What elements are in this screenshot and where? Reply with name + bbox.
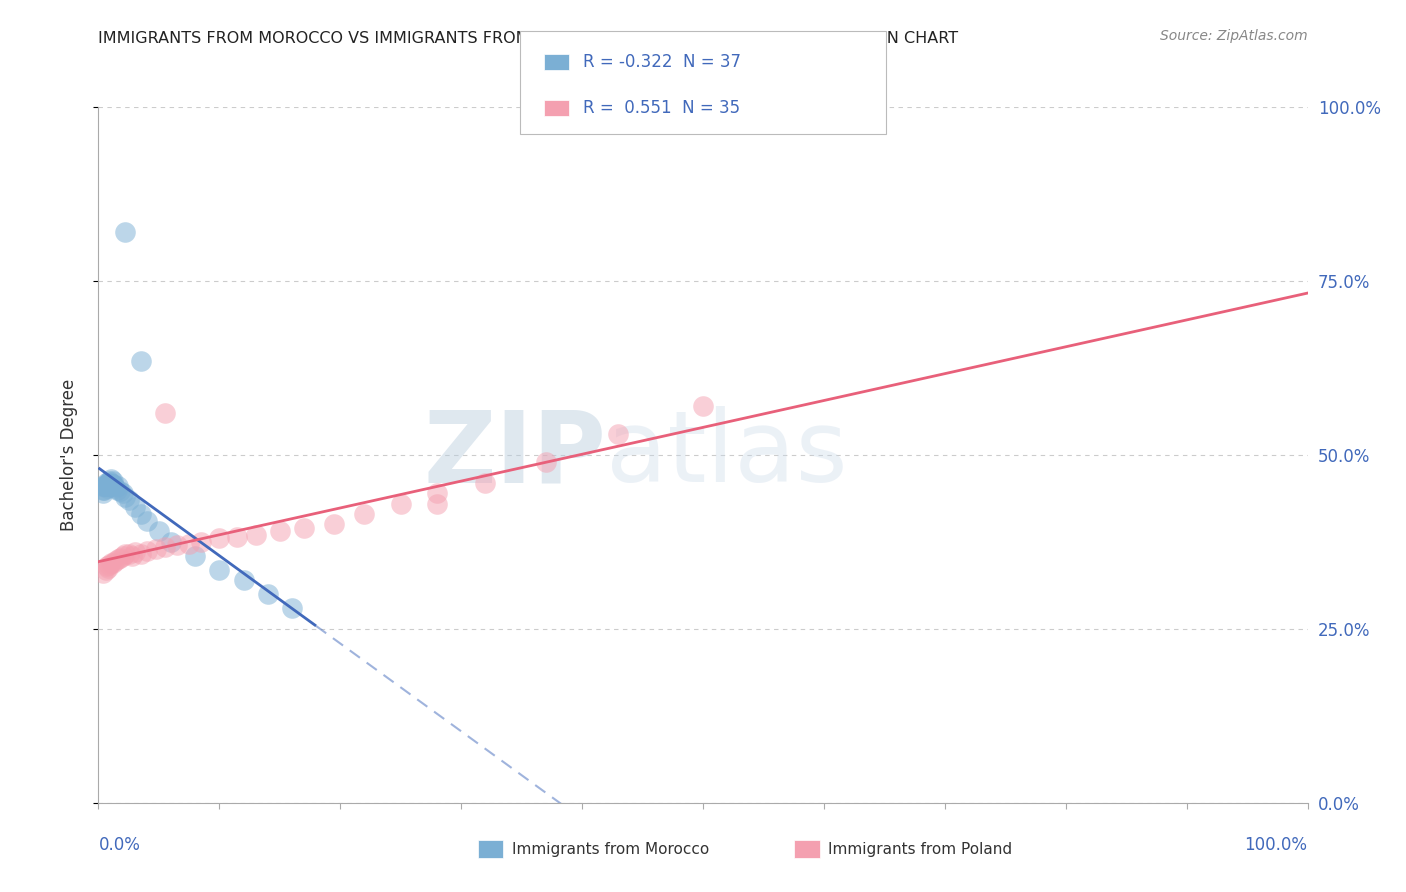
Point bbox=[124, 500, 146, 514]
Point bbox=[100, 475, 122, 490]
Point bbox=[114, 490, 136, 504]
Text: R =  0.551  N = 35: R = 0.551 N = 35 bbox=[583, 99, 741, 117]
Point bbox=[114, 547, 136, 561]
Point bbox=[129, 354, 152, 368]
Point bbox=[692, 399, 714, 413]
Point bbox=[101, 477, 124, 491]
Point bbox=[474, 475, 496, 490]
Point bbox=[208, 532, 231, 546]
Y-axis label: Bachelor's Degree: Bachelor's Degree bbox=[59, 379, 77, 531]
Point bbox=[96, 481, 118, 495]
Text: IMMIGRANTS FROM MOROCCO VS IMMIGRANTS FROM POLAND BACHELOR'S DEGREE CORRELATION : IMMIGRANTS FROM MOROCCO VS IMMIGRANTS FR… bbox=[98, 31, 959, 46]
Point bbox=[93, 479, 115, 493]
Point bbox=[226, 530, 249, 544]
Point bbox=[101, 475, 124, 489]
Point bbox=[111, 549, 134, 563]
Point bbox=[232, 573, 254, 587]
Point bbox=[96, 477, 118, 491]
Point bbox=[118, 493, 141, 508]
Point bbox=[292, 521, 315, 535]
Point bbox=[281, 601, 304, 615]
Point bbox=[353, 507, 375, 521]
Point bbox=[534, 455, 557, 469]
Point bbox=[129, 547, 152, 561]
Point bbox=[100, 479, 122, 493]
Point bbox=[100, 556, 122, 570]
Point bbox=[208, 563, 231, 577]
Point bbox=[100, 472, 122, 486]
Point bbox=[153, 540, 176, 554]
Point bbox=[148, 524, 170, 539]
Point bbox=[107, 552, 129, 566]
Point bbox=[98, 558, 121, 572]
Point bbox=[135, 514, 157, 528]
Point bbox=[135, 544, 157, 558]
Text: ZIP: ZIP bbox=[423, 407, 606, 503]
Point bbox=[145, 541, 167, 556]
Point bbox=[91, 486, 114, 500]
Point bbox=[129, 507, 152, 521]
Point bbox=[94, 479, 117, 493]
Point bbox=[121, 549, 143, 563]
Text: Immigrants from Poland: Immigrants from Poland bbox=[828, 842, 1012, 856]
Point bbox=[91, 479, 114, 493]
Point bbox=[160, 535, 183, 549]
Point bbox=[94, 475, 117, 490]
Text: 100.0%: 100.0% bbox=[1244, 836, 1308, 854]
Point bbox=[97, 478, 120, 492]
Point bbox=[184, 549, 207, 563]
Point bbox=[97, 475, 120, 490]
Point bbox=[107, 479, 129, 493]
Point bbox=[108, 550, 131, 565]
Point bbox=[426, 486, 449, 500]
Point bbox=[104, 481, 127, 495]
Point bbox=[98, 475, 121, 489]
Point bbox=[256, 587, 278, 601]
Point bbox=[426, 497, 449, 511]
Text: 0.0%: 0.0% bbox=[98, 836, 141, 854]
Point bbox=[153, 406, 176, 420]
Text: Immigrants from Morocco: Immigrants from Morocco bbox=[512, 842, 709, 856]
Point bbox=[323, 517, 346, 532]
Point bbox=[179, 537, 201, 551]
Point bbox=[100, 477, 122, 491]
Point bbox=[245, 528, 267, 542]
Point bbox=[93, 483, 115, 497]
Point bbox=[96, 559, 118, 574]
Point bbox=[389, 497, 412, 511]
Point bbox=[104, 554, 127, 568]
Point bbox=[108, 484, 131, 499]
Point bbox=[190, 535, 212, 549]
Point bbox=[105, 483, 128, 497]
Point bbox=[166, 538, 188, 552]
Point bbox=[91, 566, 114, 581]
Text: atlas: atlas bbox=[606, 407, 848, 503]
Point bbox=[98, 478, 121, 492]
Text: R = -0.322  N = 37: R = -0.322 N = 37 bbox=[583, 53, 741, 70]
Text: Source: ZipAtlas.com: Source: ZipAtlas.com bbox=[1160, 29, 1308, 43]
Point bbox=[124, 545, 146, 559]
Point bbox=[607, 427, 630, 442]
Point bbox=[111, 486, 134, 500]
Point bbox=[101, 556, 124, 570]
Point bbox=[97, 560, 120, 574]
Point bbox=[91, 483, 114, 497]
Point bbox=[94, 563, 117, 577]
Point bbox=[103, 478, 125, 492]
Point bbox=[118, 547, 141, 561]
Point bbox=[114, 225, 136, 239]
Point bbox=[269, 524, 291, 539]
